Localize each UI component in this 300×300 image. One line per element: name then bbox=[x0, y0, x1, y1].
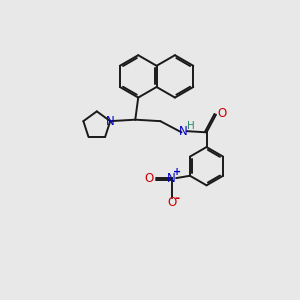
Text: O: O bbox=[144, 172, 154, 184]
Text: N: N bbox=[106, 115, 115, 128]
Text: -: - bbox=[174, 192, 180, 205]
Text: N: N bbox=[167, 172, 176, 184]
Text: O: O bbox=[217, 107, 226, 120]
Text: N: N bbox=[179, 125, 188, 138]
Text: O: O bbox=[167, 196, 176, 209]
Text: +: + bbox=[173, 167, 181, 177]
Text: H: H bbox=[187, 121, 194, 131]
